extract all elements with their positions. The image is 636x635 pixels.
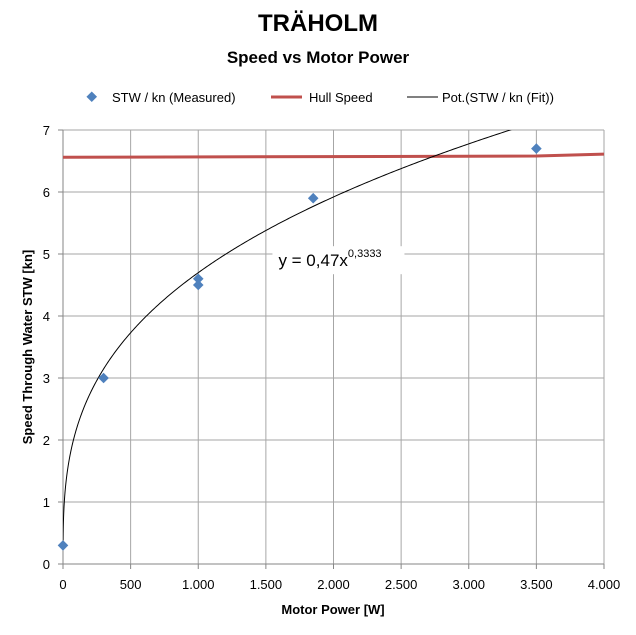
measured-point: [98, 372, 109, 384]
hull-speed-line: [62, 152, 605, 159]
x-tick-label: 2.500: [385, 577, 418, 592]
equation-exponent: 0,3333: [348, 248, 382, 260]
equation-background: [272, 246, 405, 275]
power-fit-curve: [63, 130, 512, 541]
tick-labels: 0 500 1.000 1.500 2.000 2.500 3.000 3.500 4.000 0…: [43, 123, 621, 592]
legend-diamond-marker: [86, 91, 98, 103]
x-tick-label: 3.500: [520, 577, 553, 592]
legend-label-hull-speed: Hull Speed: [309, 90, 373, 105]
chart-subtitle: Speed vs Motor Power: [226, 48, 410, 67]
x-tick-label: 3.000: [452, 577, 485, 592]
measured-point: [192, 273, 204, 285]
measured-point: [192, 279, 204, 291]
y-tick-label: 2: [43, 433, 50, 448]
y-tick-label: 5: [43, 247, 50, 262]
measured-point: [307, 192, 319, 204]
y-tick-label: 3: [43, 371, 50, 386]
legend-item-hull-speed: Hull Speed: [271, 90, 373, 105]
y-axis-title: Speed Through Water STW [kn]: [20, 250, 35, 445]
y-tick-label: 4: [43, 309, 50, 324]
x-axis-title: Motor Power [W]: [281, 602, 384, 617]
y-tick-label: 7: [43, 123, 50, 138]
x-tick-label: 0: [59, 577, 66, 592]
legend-item-measured: STW / kn (Measured): [86, 90, 236, 105]
legend-label-fit: Pot.(STW / kn (Fit)): [442, 90, 554, 105]
measured-point: [531, 143, 542, 154]
legend-item-fit: Pot.(STW / kn (Fit)): [407, 90, 554, 105]
y-tick-label: 1: [43, 495, 50, 510]
grid: [58, 129, 605, 569]
x-tick-label: 500: [120, 577, 142, 592]
series-layer: [57, 130, 605, 551]
trendline-equation: y = 0,47x0,3333: [272, 246, 405, 275]
x-tick-label: 1.500: [250, 577, 283, 592]
x-tick-label: 1.000: [182, 577, 215, 592]
measured-point: [57, 540, 69, 551]
y-tick-label: 0: [43, 557, 50, 572]
x-tick-label: 2.000: [317, 577, 350, 592]
x-tick-label: 4.000: [588, 577, 621, 592]
legend-label-measured: STW / kn (Measured): [112, 90, 236, 105]
legend: STW / kn (Measured) Hull Speed Pot.(STW …: [86, 90, 554, 105]
y-tick-label: 6: [43, 185, 50, 200]
chart-title: TRÄHOLM: [258, 10, 378, 37]
